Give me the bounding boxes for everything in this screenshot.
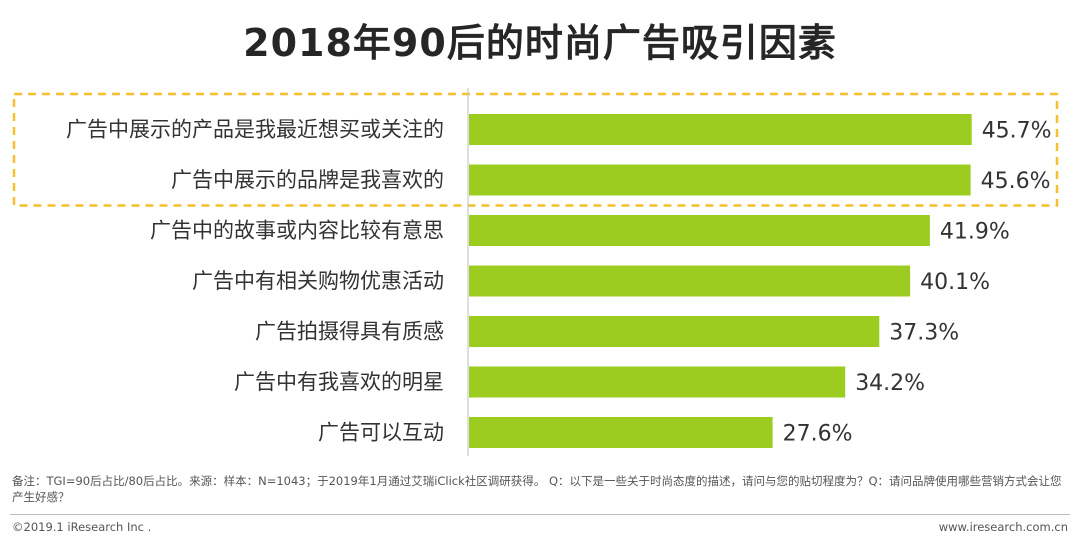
bar [469,114,972,145]
value-label: 37.3% [889,321,959,346]
bar-chart: 广告中展示的产品是我最近想买或关注的 45.7% 广告中展示的品牌是我喜欢的 45.6… [12,88,1059,456]
value-label: 27.6% [783,422,853,447]
copyright: ©2019.1 iResearch Inc . [12,520,152,534]
bar [469,265,911,297]
category-label: 广告可以互动 [318,421,444,445]
category-label: 广告拍摄得具有质感 [255,320,444,344]
footer-divider [10,514,1070,515]
website-url: www.iresearch.com.cn [938,520,1068,534]
category-label: 广告中的故事或内容比较有意思 [150,219,444,243]
category-label: 广告中有我喜欢的明星 [234,370,444,394]
bar [469,215,930,246]
bar [469,366,846,398]
highlight-box [12,92,1059,207]
category-label: 广告中展示的产品是我最近想买或关注的 [66,118,444,142]
category-label: 广告中展示的品牌是我喜欢的 [171,168,444,192]
bar [469,316,880,347]
chart-title: 2018年90后的时尚广告吸引因素 [243,21,837,65]
value-label: 34.2% [855,371,925,396]
bar [469,164,971,196]
footnote: 备注：TGI=90后占比/80后占比。来源：样本：N=1043；于2019年1月… [12,474,1062,504]
value-label: 40.1% [920,270,990,295]
bar [469,417,773,448]
value-label: 45.6% [981,169,1051,194]
category-label: 广告中有相关购物优惠活动 [192,269,444,293]
value-label: 41.9% [940,220,1010,245]
value-label: 45.7% [982,119,1052,144]
